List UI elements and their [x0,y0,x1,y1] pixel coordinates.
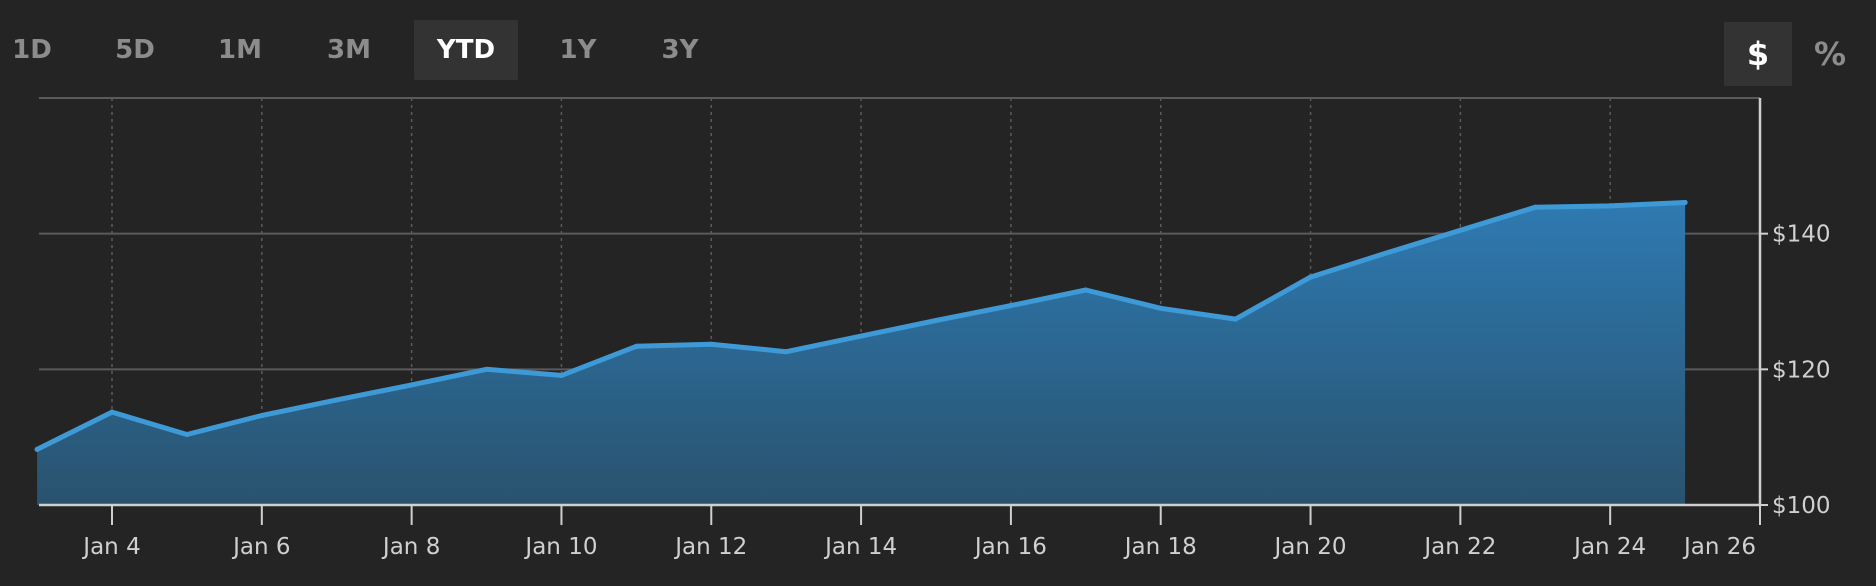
range-button-5d[interactable]: 5D [115,35,155,65]
data-point-jan-7[interactable] [334,397,340,403]
x-tick-label: Jan 12 [673,534,747,560]
series-line [34,199,1688,452]
data-point-jan-12[interactable] [708,341,714,347]
range-button-1y[interactable]: 1Y [559,35,597,65]
y-tick-label: $120 [1772,357,1831,383]
x-axis-labels: Jan 4 Jan 6 Jan 8 Jan 10 Jan 12 Jan 14 Jan 16 J… [81,534,1756,560]
range-button-3m[interactable]: 3M [327,35,371,65]
dollar-unit-button[interactable]: $ [1724,22,1792,86]
data-point-jan-20[interactable] [1308,274,1314,280]
area-fill [37,202,1686,505]
data-point-jan-5[interactable] [184,431,190,437]
x-tick-label: Jan 4 [81,534,140,560]
x-tick-label: Jan 6 [231,534,290,560]
data-point-jan-11[interactable] [633,343,639,349]
range-button-3y[interactable]: 3Y [661,35,699,65]
x-tick-label: Jan 14 [823,534,897,560]
data-point-jan-3[interactable] [34,446,40,452]
data-point-jan-14[interactable] [858,333,864,339]
x-tick-label: Jan 16 [973,534,1047,560]
series-area [37,202,1686,505]
x-tick-label: Jan 10 [523,534,597,560]
data-point-jan-17[interactable] [1083,287,1089,293]
y-tick-label: $140 [1772,222,1831,248]
data-point-jan-8[interactable] [409,382,415,388]
data-point-jan-9[interactable] [484,366,490,372]
x-tick-label: Jan 8 [381,534,440,560]
x-tick-label: Jan 26 [1682,534,1756,560]
data-point-jan-10[interactable] [558,372,564,378]
data-point-jan-13[interactable] [783,349,789,355]
axes [39,98,1768,525]
x-tick-label: Jan 24 [1572,534,1646,560]
data-point-jan-19[interactable] [1233,316,1239,322]
data-point-jan-4[interactable] [109,409,115,415]
x-tick-label: Jan 20 [1273,534,1347,560]
range-button-ytd[interactable]: YTD [414,20,518,80]
data-point-jan-25[interactable] [1682,199,1688,205]
percent-unit-button[interactable]: % [1813,35,1847,73]
data-point-jan-24[interactable] [1607,203,1613,209]
data-point-jan-23[interactable] [1532,204,1538,210]
data-point-jan-18[interactable] [1158,305,1164,311]
y-tick-label: $100 [1772,493,1831,519]
range-button-1d[interactable]: 1D [12,35,52,65]
x-tick-label: Jan 22 [1422,534,1496,560]
data-point-jan-6[interactable] [259,412,265,418]
data-point-jan-21[interactable] [1382,250,1388,256]
data-point-jan-22[interactable] [1457,227,1463,233]
y-axis-labels: $100 $120 $140 [1772,222,1831,519]
data-point-jan-16[interactable] [1008,303,1014,309]
x-tick-label: Jan 18 [1123,534,1197,560]
data-point-jan-15[interactable] [933,317,939,323]
range-button-1m[interactable]: 1M [218,35,262,65]
